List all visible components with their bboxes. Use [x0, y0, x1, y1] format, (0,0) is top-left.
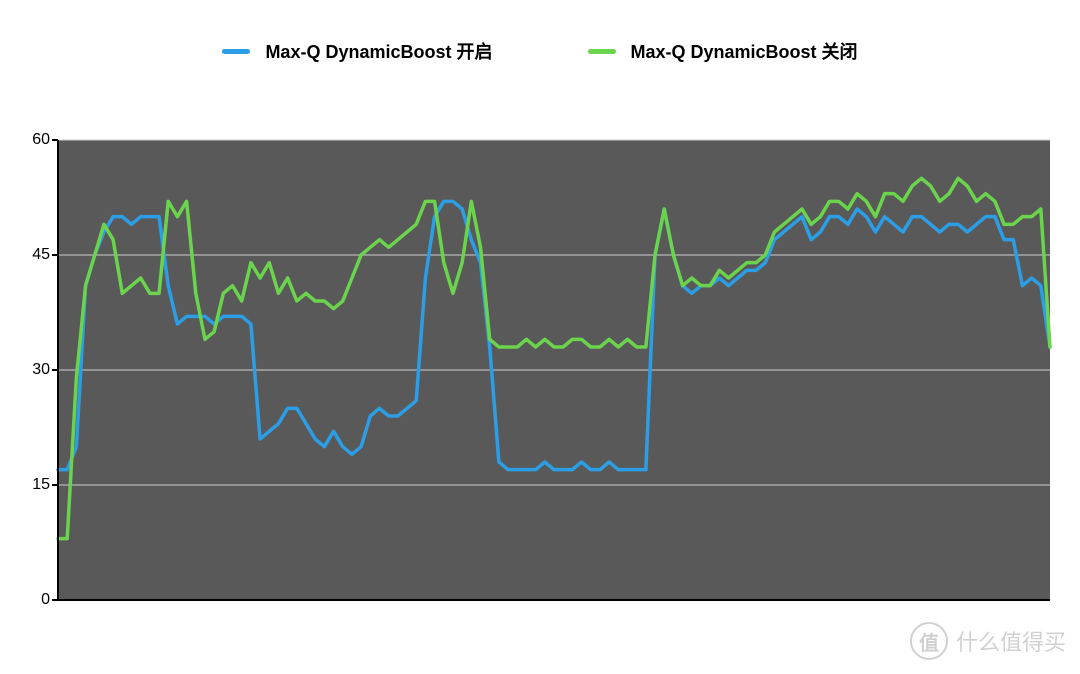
chart-area: 0 15 30 45 60	[28, 140, 1050, 600]
watermark-badge-icon: 值	[910, 622, 948, 660]
ytick-45: 45	[32, 246, 50, 264]
plot-region	[58, 140, 1050, 600]
legend-swatch-1	[222, 49, 250, 54]
watermark-text: 什么值得买	[956, 625, 1066, 657]
ytick-0: 0	[41, 591, 50, 609]
ytick-15: 15	[32, 476, 50, 494]
ytick-30: 30	[32, 361, 50, 379]
legend-item-1: Max-Q DynamicBoost 开启	[222, 38, 492, 64]
chart-legend: Max-Q DynamicBoost 开启 Max-Q DynamicBoost…	[0, 38, 1080, 64]
legend-label-2: Max-Q DynamicBoost 关闭	[631, 42, 858, 62]
legend-swatch-2	[588, 49, 616, 54]
ytick-60: 60	[32, 131, 50, 149]
legend-item-2: Max-Q DynamicBoost 关闭	[588, 38, 858, 64]
y-axis-labels: 0 15 30 45 60	[28, 140, 56, 600]
legend-label-1: Max-Q DynamicBoost 开启	[265, 42, 492, 62]
watermark: 值 什么值得买	[910, 622, 1066, 660]
line-chart-svg	[58, 140, 1050, 600]
